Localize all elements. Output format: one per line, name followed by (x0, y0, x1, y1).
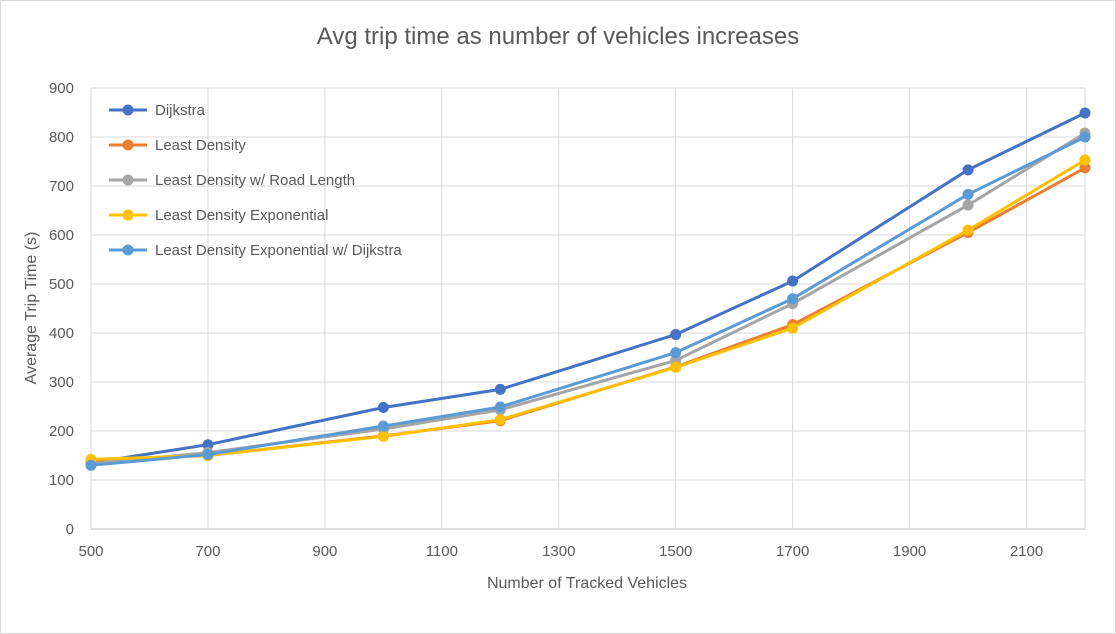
data-point (962, 199, 974, 211)
legend-label: Least Density (155, 137, 246, 154)
legend-marker (122, 104, 134, 116)
series-0 (85, 107, 1091, 469)
y-tick-label: 800 (49, 129, 74, 146)
x-tick-label: 2100 (1010, 543, 1043, 560)
legend-item: Least Density (109, 137, 246, 154)
y-axis-title: Average Trip Time (s) (23, 232, 40, 385)
data-point (670, 347, 682, 359)
x-tick-label: 1900 (893, 543, 926, 560)
legend-marker (122, 209, 134, 221)
data-point (202, 439, 214, 451)
legend-label: Dijkstra (155, 102, 206, 119)
chart-title: Avg trip time as number of vehicles incr… (317, 23, 799, 50)
legend-marker (122, 139, 134, 151)
x-tick-label: 900 (312, 543, 337, 560)
data-point (202, 449, 214, 461)
y-tick-label: 700 (49, 178, 74, 195)
data-point (787, 293, 799, 305)
y-tick-label: 100 (49, 472, 74, 489)
y-tick-label: 500 (49, 276, 74, 293)
y-tick-label: 0 (66, 521, 74, 538)
x-tick-label: 1700 (776, 543, 809, 560)
data-point (377, 401, 389, 413)
y-axis-ticks: 0 100 200 300 400 500 600 700 800 900 (49, 80, 74, 538)
data-point (787, 322, 799, 334)
x-tick-label: 700 (195, 543, 220, 560)
legend-item: Least Density Exponential (109, 207, 328, 224)
legend-marker (122, 174, 134, 186)
data-point (670, 328, 682, 340)
legend-item: Least Density Exponential w/ Dijkstra (109, 242, 402, 259)
x-tick-label: 1100 (426, 543, 458, 560)
y-tick-label: 900 (49, 80, 74, 97)
x-tick-label: 1300 (542, 543, 575, 560)
data-point (494, 383, 506, 395)
data-point (670, 361, 682, 373)
y-tick-label: 600 (49, 227, 74, 244)
y-tick-label: 200 (49, 423, 74, 440)
x-axis-ticks: 500 700 900 1100 1300 1500 1700 1900 2100 (78, 543, 1043, 560)
data-point (1079, 162, 1091, 174)
legend-label: Least Density Exponential w/ Dijkstra (155, 242, 402, 259)
data-point (1079, 107, 1091, 119)
series-line (90, 158, 1086, 461)
legend-item: Least Density w/ Road Length (109, 172, 355, 189)
data-point (962, 224, 974, 236)
data-point (377, 420, 389, 432)
legend: Dijkstra Least Density Least Density w/ Ro… (109, 102, 402, 259)
series-4 (85, 131, 1091, 471)
y-tick-label: 400 (49, 325, 74, 342)
y-tick-label: 300 (49, 374, 74, 391)
data-point (787, 275, 799, 287)
series-line (90, 111, 1086, 465)
legend-item: Dijkstra (109, 102, 206, 119)
data-point (1079, 131, 1091, 143)
data-point (962, 188, 974, 200)
gridlines (90, 87, 1086, 530)
data-point (962, 164, 974, 176)
x-axis-title: Number of Tracked Vehicles (487, 575, 687, 592)
data-point (1079, 154, 1091, 166)
x-tick-label: 1500 (659, 543, 692, 560)
series-group (85, 107, 1091, 471)
legend-label: Least Density Exponential (155, 207, 328, 224)
series-3 (85, 154, 1091, 465)
data-point (494, 414, 506, 426)
data-point (494, 401, 506, 413)
data-point (377, 430, 389, 442)
series-line (90, 135, 1086, 467)
data-point (85, 459, 97, 471)
x-tick-label: 500 (78, 543, 103, 560)
legend-marker (122, 244, 134, 256)
legend-label: Least Density w/ Road Length (155, 172, 355, 189)
